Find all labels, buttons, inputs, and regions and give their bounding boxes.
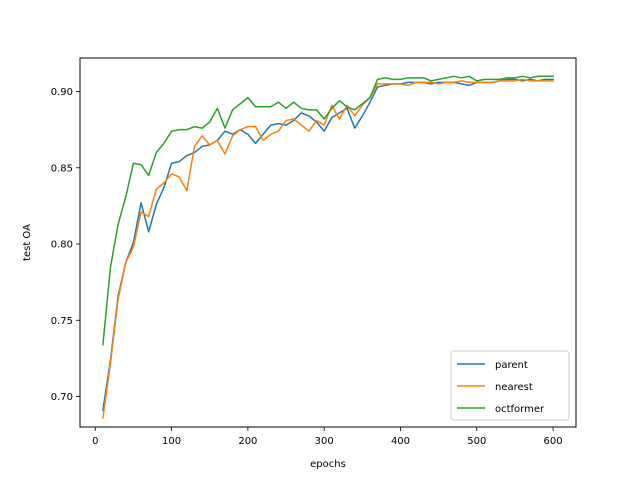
- x-tick-label: 0: [92, 436, 98, 447]
- series-line-octformer: [102, 75, 554, 346]
- y-tick-label: 0.75: [51, 316, 73, 327]
- x-tick-label: 200: [238, 436, 257, 447]
- y-axis-label: test OA: [22, 224, 33, 261]
- x-tick-label: 400: [391, 436, 410, 447]
- series-layer: [102, 75, 554, 419]
- x-axis-ticks: 0 100 200 300 400 500 600: [92, 427, 563, 447]
- x-tick-label: 600: [544, 436, 563, 447]
- x-tick-label: 100: [162, 436, 181, 447]
- x-tick-label: 300: [315, 436, 334, 447]
- legend-label-octformer: octformer: [495, 404, 545, 415]
- legend-box: [450, 350, 570, 421]
- plot-frame: [79, 57, 577, 428]
- y-tick-label: 0.80: [51, 240, 73, 251]
- legend-label-nearest: nearest: [495, 382, 533, 393]
- x-tick-label: 500: [467, 436, 486, 447]
- y-tick-label: 0.85: [51, 163, 73, 174]
- legend-label-parent: parent: [495, 360, 528, 371]
- x-axis-label: epochs: [310, 459, 346, 470]
- y-axis-ticks: 0.70 0.75 0.80 0.85 0.90: [51, 87, 80, 403]
- series-line-nearest: [102, 78, 554, 419]
- y-tick-label: 0.90: [51, 87, 73, 98]
- y-tick-label: 0.70: [51, 392, 73, 403]
- legend: parent nearest octformer: [450, 350, 570, 421]
